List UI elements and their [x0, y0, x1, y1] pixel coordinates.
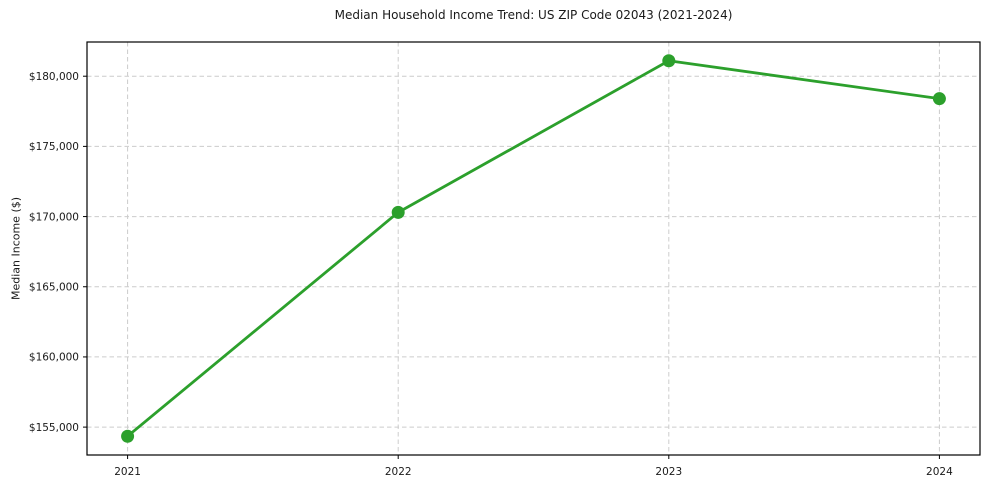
x-tick-label: 2024 — [926, 466, 953, 478]
y-tick-label: $165,000 — [29, 282, 79, 294]
data-point — [932, 92, 946, 106]
y-tick-label: $180,000 — [29, 71, 79, 83]
x-tick-label: 2021 — [114, 466, 141, 478]
plot-frame — [86, 41, 981, 456]
y-tick-label: $160,000 — [29, 352, 79, 364]
x-tick-label: 2022 — [385, 466, 412, 478]
data-point — [391, 205, 405, 219]
y-tick-label: $155,000 — [29, 422, 79, 434]
y-tick-label: $175,000 — [29, 141, 79, 153]
trend-line — [126, 59, 941, 438]
data-point — [121, 429, 135, 443]
y-tick-label: $170,000 — [29, 211, 79, 223]
data-point — [662, 54, 676, 68]
chart-title: Median Household Income Trend: US ZIP Co… — [334, 8, 733, 22]
x-tick-label: 2023 — [655, 466, 682, 478]
